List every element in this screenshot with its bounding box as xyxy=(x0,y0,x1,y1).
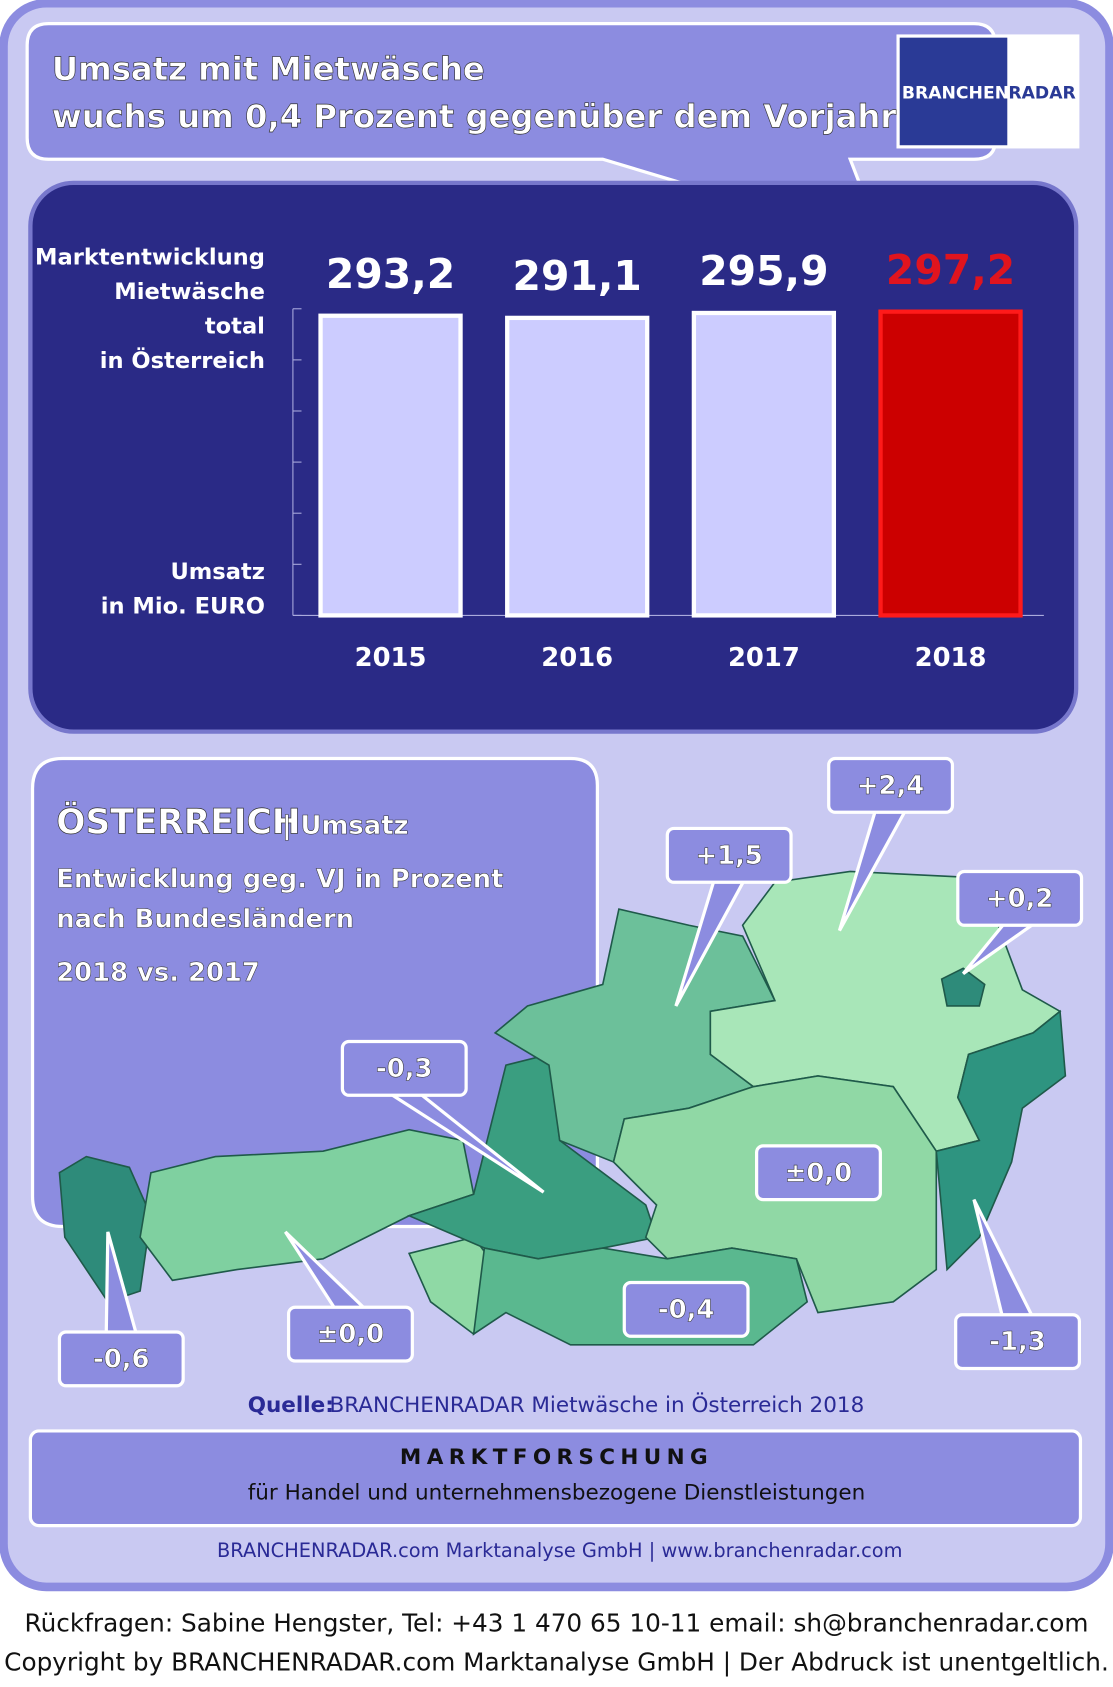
banner-subtitle: für Handel und unternehmensbezogene Dien… xyxy=(248,1480,866,1505)
y-axis-label: Mietwäsche xyxy=(114,279,265,305)
company-line: BRANCHENRADAR.com Marktanalyse GmbH | ww… xyxy=(217,1539,902,1562)
x-tick-label: 2016 xyxy=(541,643,613,673)
callout-box xyxy=(755,1144,882,1202)
callout-box xyxy=(827,756,955,814)
callout-label: +1,5 xyxy=(696,841,763,871)
callout-box xyxy=(956,869,1084,927)
logo-text: BRANCHEN xyxy=(902,84,1009,104)
callout-box xyxy=(622,1280,750,1338)
callout-label: ±0,0 xyxy=(785,1158,852,1188)
source-text: BRANCHENRADAR Mietwäsche in Österreich 2… xyxy=(329,1392,864,1418)
x-tick-label: 2015 xyxy=(355,643,427,673)
map-period: 2018 vs. 2017 xyxy=(56,958,260,988)
callout-label: -0,3 xyxy=(376,1054,432,1084)
logo-text: RADAR xyxy=(1008,84,1075,104)
callout-box xyxy=(286,1305,414,1363)
austria-map xyxy=(58,870,1067,1346)
callout-box xyxy=(340,1039,468,1097)
banner xyxy=(28,1429,1083,1528)
map-subtitle: Entwicklung geg. VJ in Prozent xyxy=(56,865,503,895)
callout-label: -0,4 xyxy=(658,1295,714,1325)
copyright-line: Copyright by BRANCHENRADAR.com Marktanal… xyxy=(4,1647,1109,1676)
bar xyxy=(691,310,837,618)
contact-line: Rückfragen: Sabine Hengster, Tel: +43 1 … xyxy=(25,1609,1089,1638)
callout-label: +2,4 xyxy=(857,771,924,801)
callout-label: -0,6 xyxy=(93,1344,149,1374)
map-title-suffix: | Umsatz xyxy=(282,811,408,841)
callouts: +2,4 +1,5 +0,2 -0,3 ±0,0 -0,6 ±0,0 -0,4 -1,3 xyxy=(57,756,1084,1388)
header-title: wuchs um 0,4 Prozent gegenüber dem Vorja… xyxy=(52,97,896,135)
header-title: Umsatz mit Mietwäsche xyxy=(52,50,485,88)
value-label: 295,9 xyxy=(699,247,828,295)
value-label: 291,1 xyxy=(513,252,642,300)
region xyxy=(935,1009,1067,1272)
map-info-bubble xyxy=(30,756,599,1229)
map-title: ÖSTERREICH xyxy=(56,802,300,843)
bar xyxy=(878,309,1023,618)
x-tick-label: 2017 xyxy=(728,643,800,673)
value-label: 293,2 xyxy=(326,250,455,298)
callout-box xyxy=(665,826,793,884)
callout-label: ±0,0 xyxy=(317,1320,384,1350)
value-label: 297,2 xyxy=(886,246,1015,294)
banner-title: MARKTFORSCHUNG xyxy=(400,1445,713,1470)
callout-box xyxy=(954,1313,1081,1371)
bar-chart: Marktentwicklung Mietwäsche total in Österr… xyxy=(35,245,1044,673)
callout-label: +0,2 xyxy=(986,884,1053,914)
bar xyxy=(505,315,650,618)
x-tick-label: 2018 xyxy=(915,643,987,673)
callout-label: -1,3 xyxy=(989,1327,1045,1357)
y-axis-label: Marktentwicklung xyxy=(35,245,265,271)
y-axis-label: total xyxy=(205,314,265,340)
bar xyxy=(318,313,463,618)
y-axis-label: Umsatz xyxy=(170,559,264,585)
source-label: Quelle: xyxy=(248,1393,334,1418)
y-axis-label: in Österreich xyxy=(100,346,265,374)
map-subtitle: nach Bundesländern xyxy=(56,904,354,934)
logo-square xyxy=(899,37,1008,146)
region xyxy=(58,1155,152,1303)
callout-box xyxy=(57,1330,185,1388)
region xyxy=(940,967,986,1007)
y-axis-label: in Mio. EURO xyxy=(101,593,265,619)
